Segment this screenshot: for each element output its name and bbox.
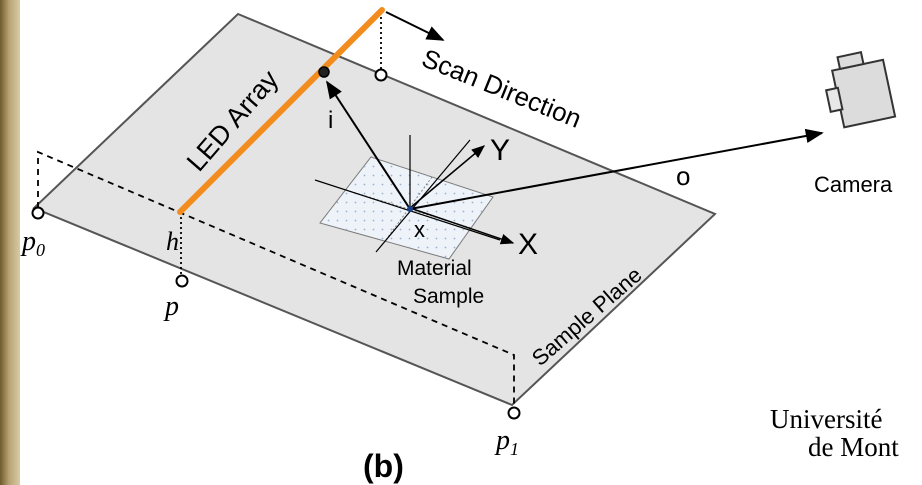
outgoing-label: o — [676, 161, 690, 191]
camera-label: Camera — [814, 172, 893, 197]
axis-y-arrow — [409, 145, 486, 209]
university-line-1: Université — [770, 404, 883, 434]
point-p0-base: p — [20, 226, 36, 257]
incident-label: i — [328, 107, 333, 134]
university-logo-text: Université de Mont — [762, 402, 922, 472]
point-p0-subscript: 0 — [36, 240, 45, 260]
scan-direction-arrow — [384, 13, 385, 15]
scan-point-marker — [374, 68, 388, 82]
point-p0-label: p0 — [20, 226, 45, 260]
material-sample-dots — [320, 157, 493, 259]
axis-line-y — [375, 139, 471, 253]
point-p1-marker — [507, 406, 521, 420]
led-array — [177, 7, 385, 215]
point-p1-label: p1 — [494, 425, 519, 459]
height-label: h — [166, 227, 179, 256]
university-line-2: de Mont — [808, 432, 899, 462]
patch-grid-line — [384, 176, 433, 242]
sample-point — [407, 206, 413, 212]
photo-edge-strip — [0, 0, 20, 485]
camera-icon — [824, 51, 897, 129]
point-p1-base: p — [494, 425, 510, 456]
reference-dashed-line — [37, 150, 515, 408]
outgoing-direction-arrow — [409, 128, 824, 210]
point-p-marker — [175, 274, 189, 288]
point-p1-subscript: 1 — [510, 439, 519, 459]
figure-caption: (b) — [363, 448, 404, 484]
led-point — [318, 66, 330, 78]
scan-direction-arrow-line — [385, 11, 445, 41]
material-label: Material — [397, 257, 472, 280]
sample-point-label: x — [414, 217, 425, 242]
axis-x-arrow — [409, 207, 515, 245]
axis-y-label: Y — [490, 134, 510, 167]
sample-label: Sample — [413, 285, 484, 308]
point-p0-marker — [31, 206, 45, 220]
axis-x-label: X — [518, 228, 538, 261]
incident-direction-arrow — [326, 80, 411, 210]
point-p-label: p — [163, 291, 179, 322]
